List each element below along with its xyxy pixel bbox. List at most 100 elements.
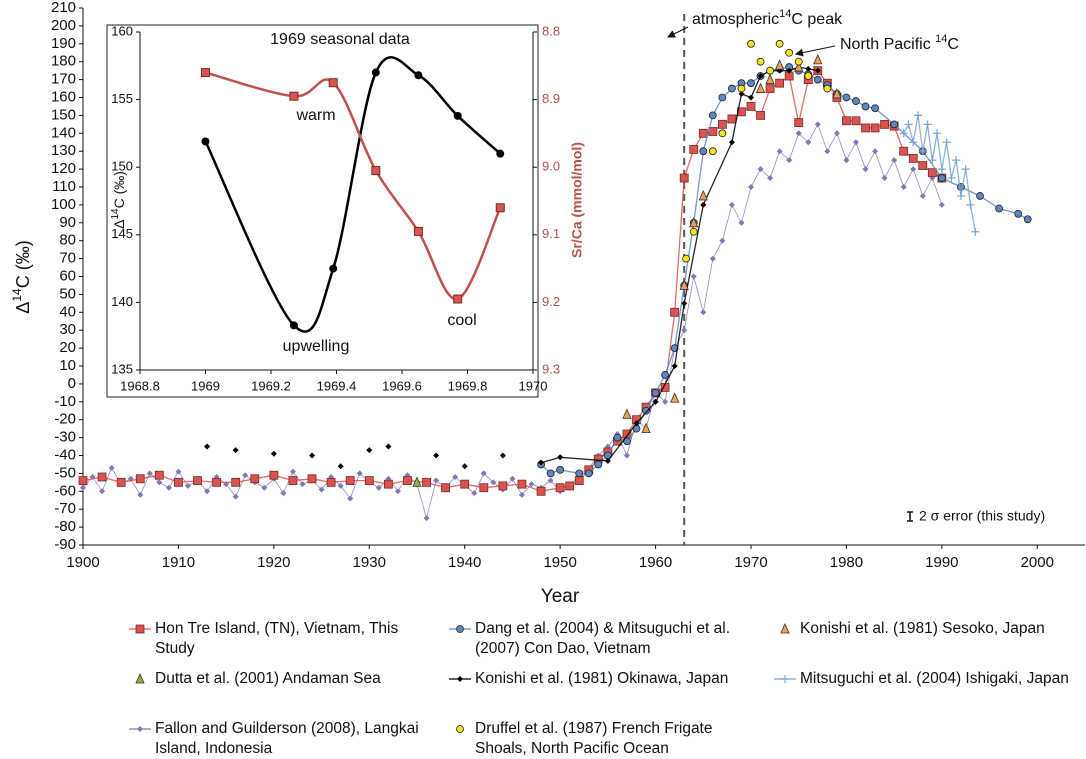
inset-y-tick-label: 135 bbox=[111, 361, 133, 376]
point bbox=[193, 476, 202, 485]
legend-item: Dutta et al. (2001) Andaman Sea bbox=[135, 669, 425, 689]
x-tick-label: 1940 bbox=[448, 554, 481, 571]
point bbox=[99, 488, 106, 495]
point bbox=[574, 476, 584, 485]
point bbox=[584, 469, 593, 478]
legend-swatch bbox=[456, 725, 464, 733]
inset-point bbox=[453, 111, 462, 120]
point bbox=[918, 161, 928, 170]
point bbox=[509, 475, 516, 482]
point bbox=[156, 479, 163, 486]
point bbox=[824, 148, 831, 155]
point bbox=[805, 139, 812, 146]
point bbox=[700, 309, 707, 316]
y-tick-label: 30 bbox=[59, 321, 76, 338]
inset-y-tick-label: 140 bbox=[111, 294, 133, 309]
y-tick-label: -70 bbox=[54, 500, 76, 517]
point bbox=[232, 493, 239, 500]
point bbox=[232, 447, 239, 454]
inset-annotation: cool bbox=[447, 312, 476, 329]
point bbox=[375, 484, 382, 491]
inset-point bbox=[329, 264, 338, 273]
point bbox=[699, 147, 708, 156]
y-tick-label: -40 bbox=[54, 446, 76, 463]
point bbox=[231, 477, 241, 487]
point bbox=[682, 254, 691, 263]
point bbox=[870, 123, 880, 133]
point bbox=[403, 476, 412, 485]
point bbox=[80, 484, 86, 491]
point bbox=[671, 363, 678, 369]
point bbox=[116, 477, 126, 487]
inset-line bbox=[204, 56, 502, 333]
point bbox=[575, 469, 584, 478]
inset-point bbox=[201, 68, 210, 78]
point bbox=[633, 420, 640, 427]
point bbox=[976, 192, 984, 200]
point bbox=[184, 482, 191, 489]
point bbox=[833, 130, 840, 137]
point bbox=[813, 53, 823, 65]
series bbox=[899, 111, 980, 236]
y-tick-label: 20 bbox=[59, 339, 76, 356]
point bbox=[461, 463, 468, 470]
point bbox=[385, 443, 392, 450]
point bbox=[337, 463, 344, 470]
point bbox=[928, 156, 937, 165]
inset-y-tick-label: 160 bbox=[111, 23, 133, 38]
inset-x-tick-label: 1969.8 bbox=[448, 378, 488, 393]
point bbox=[518, 491, 525, 498]
inset-y2-tick-label: 9.2 bbox=[542, 294, 560, 309]
point bbox=[594, 460, 603, 469]
point bbox=[952, 156, 961, 165]
point bbox=[623, 452, 630, 459]
point bbox=[347, 495, 354, 502]
legend-item: Fallon and Guilderson (2008), Langkai Is… bbox=[129, 719, 425, 759]
point bbox=[538, 459, 545, 466]
point bbox=[137, 491, 144, 498]
point bbox=[910, 166, 917, 173]
legend-swatch bbox=[449, 676, 471, 682]
x-tick-label: 2000 bbox=[1021, 554, 1054, 571]
point bbox=[242, 472, 249, 479]
inset-x-tick-label: 1969.2 bbox=[251, 378, 291, 393]
inset-frame bbox=[106, 24, 539, 398]
inset-y2-tick-label: 8.8 bbox=[542, 23, 560, 38]
point bbox=[456, 725, 464, 733]
point bbox=[679, 279, 689, 290]
point bbox=[727, 114, 737, 124]
point bbox=[457, 676, 463, 682]
point bbox=[546, 469, 555, 478]
legend-label: Hon Tre Island, (TN), Vietnam, This Stud… bbox=[155, 620, 399, 657]
point bbox=[757, 73, 764, 80]
y-tick-label: 160 bbox=[51, 88, 76, 105]
legend-swatch bbox=[129, 726, 151, 732]
point bbox=[394, 488, 401, 495]
x-tick-label: 1910 bbox=[162, 554, 195, 571]
point bbox=[557, 454, 564, 461]
inset-point bbox=[371, 68, 380, 77]
error-label: 2 σ error (this study) bbox=[919, 508, 1045, 524]
point bbox=[890, 120, 899, 129]
x-tick-label: 1970 bbox=[734, 554, 767, 571]
point bbox=[908, 153, 918, 163]
point bbox=[738, 90, 745, 97]
point bbox=[517, 479, 527, 489]
x-tick-label: 1920 bbox=[257, 554, 290, 571]
point bbox=[490, 479, 497, 486]
y-tick-label: 10 bbox=[59, 357, 76, 374]
point bbox=[700, 201, 707, 208]
inset-point bbox=[289, 321, 298, 330]
point bbox=[422, 477, 431, 487]
point bbox=[747, 79, 755, 88]
point bbox=[212, 477, 222, 487]
point bbox=[146, 470, 153, 477]
y-tick-label: 100 bbox=[51, 196, 76, 213]
point bbox=[261, 484, 268, 491]
point bbox=[383, 479, 393, 489]
point bbox=[823, 84, 832, 93]
point bbox=[681, 300, 688, 307]
point bbox=[956, 191, 965, 200]
error-icon bbox=[907, 511, 913, 522]
point bbox=[781, 675, 789, 683]
